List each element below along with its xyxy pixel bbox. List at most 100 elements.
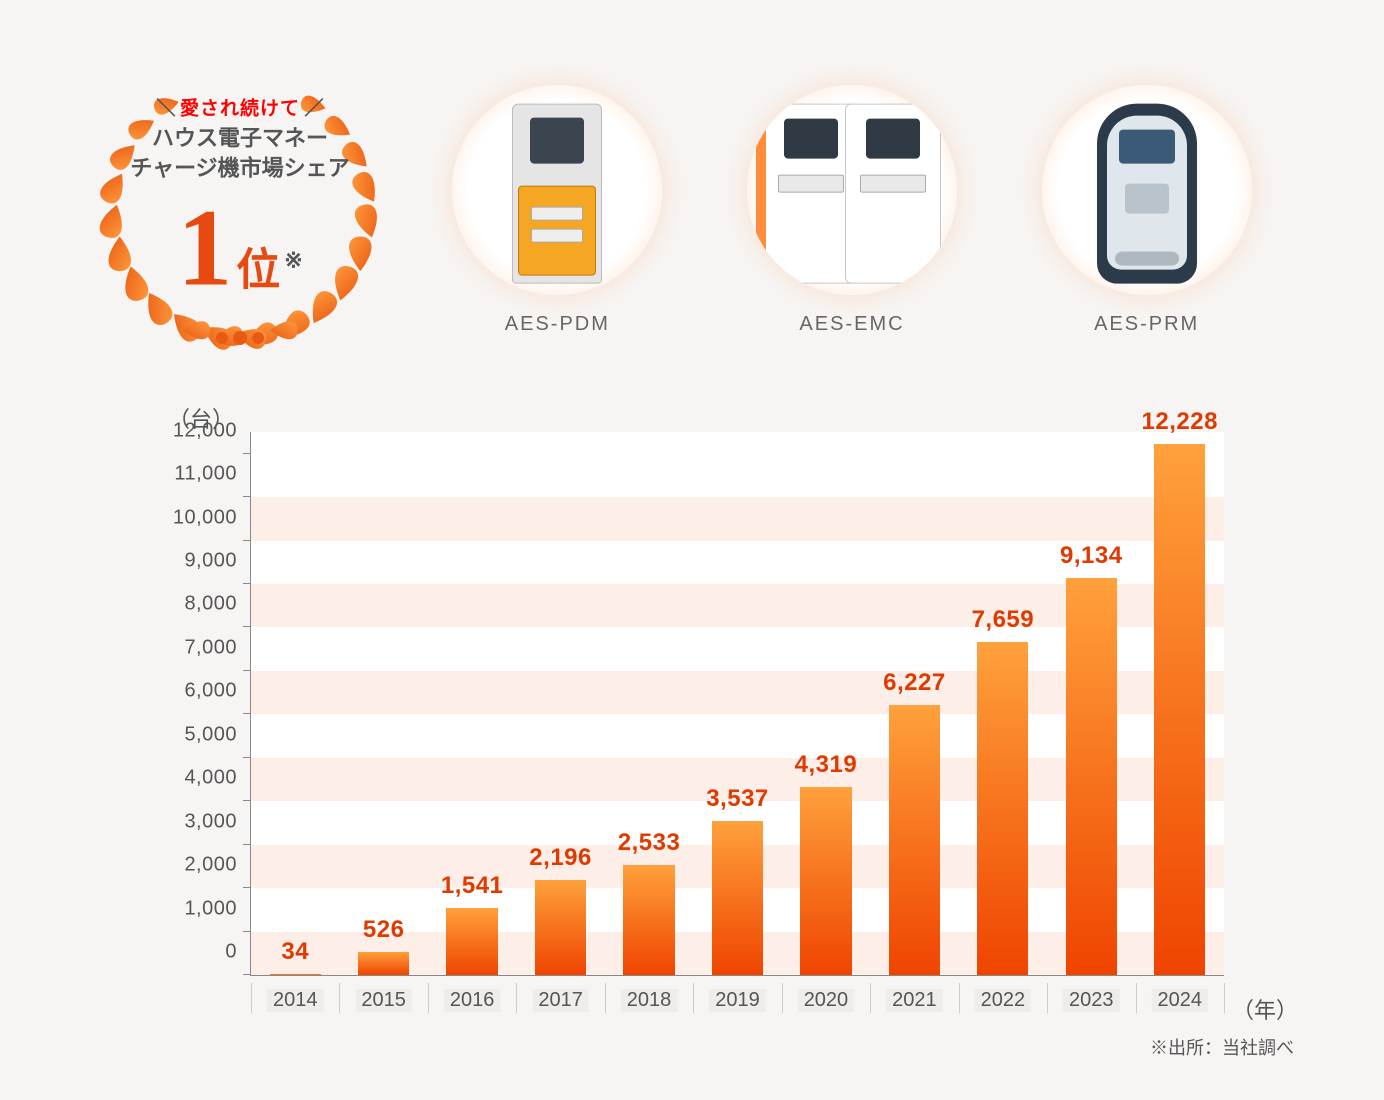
x-tick-separator [251, 983, 252, 1013]
bar-slot: 2,5332018 [605, 432, 693, 975]
x-tick-separator [1136, 983, 1137, 1013]
y-tick-mark [243, 713, 251, 714]
bar-slot: 3,5372019 [693, 432, 781, 975]
y-tick-label: 0 [225, 941, 237, 964]
x-tick-label: 2024 [1152, 989, 1209, 1012]
laurel-line1: ハウス電子マネー [130, 123, 349, 154]
x-tick-label: 2023 [1063, 989, 1120, 1012]
y-tick-label: 12,000 [173, 419, 237, 442]
bar-slot: 9,1342023 [1047, 432, 1135, 975]
laurel-eyebrow-row: ＼ 愛され続けて ／ [130, 97, 349, 124]
y-tick-label: 5,000 [184, 723, 237, 746]
x-tick-label: 2022 [975, 989, 1032, 1012]
rank-note-mark: ※ [284, 249, 302, 271]
y-tick-label: 8,000 [184, 593, 237, 616]
laurel-eyebrow: 愛され続けて [180, 99, 300, 120]
bar-value-label: 2,533 [618, 829, 681, 857]
y-tick-mark [243, 931, 251, 932]
rank1-laurel-badge: ＼ 愛され続けて ／ ハウス電子マネー チャージ機市場シェア 1 位 ※ [90, 60, 390, 360]
y-tick-label: 3,000 [184, 810, 237, 833]
rank-suffix: 位 [236, 249, 280, 293]
bar-value-label: 1,541 [441, 872, 504, 900]
kiosk-illustration-prm [1097, 103, 1197, 283]
product-label-pdm: AES-PDM [505, 313, 610, 336]
bar-value-label: 4,319 [795, 751, 858, 779]
x-tick-separator [782, 983, 783, 1013]
y-tick-mark [243, 453, 251, 454]
kiosk-illustration-pdm [512, 103, 602, 283]
bar-slot: 6,2272021 [870, 432, 958, 975]
rank-number: 1 [177, 193, 232, 303]
x-tick-separator [339, 983, 340, 1013]
product-label-emc: AES-EMC [799, 313, 904, 336]
x-tick-label: 2015 [355, 989, 412, 1012]
x-tick-separator [428, 983, 429, 1013]
bar-slot: 4,3192020 [782, 432, 870, 975]
x-tick-label: 2018 [621, 989, 678, 1012]
bar-chart: （台） （年） ※出所：当社調べ 34201452620151,54120162… [90, 400, 1294, 1030]
product-circle-emc [747, 85, 957, 295]
infographic-canvas: ＼ 愛され続けて ／ ハウス電子マネー チャージ機市場シェア 1 位 ※ AES… [0, 0, 1384, 1100]
bar-value-label: 12,228 [1142, 408, 1218, 436]
bar-slot: 5262015 [339, 432, 427, 975]
bar [712, 821, 763, 975]
y-tick-label: 6,000 [184, 680, 237, 703]
x-tick-label: 2020 [798, 989, 855, 1012]
y-tick-mark [243, 583, 251, 584]
bar [800, 787, 851, 975]
bars-container: 34201452620151,54120162,19620172,5332018… [251, 432, 1224, 975]
x-tick-label: 2021 [886, 989, 943, 1012]
x-tick-label: 2016 [444, 989, 501, 1012]
bar [270, 974, 321, 975]
x-tick-label: 2019 [709, 989, 766, 1012]
y-tick-mark [243, 496, 251, 497]
y-tick-label: 2,000 [184, 854, 237, 877]
eyebrow-slash-left: ＼ [157, 99, 176, 120]
kiosk-illustration-emc [767, 103, 937, 283]
y-tick-mark [243, 800, 251, 801]
product-pdm: AES-PDM [452, 85, 662, 336]
x-tick-separator [516, 983, 517, 1013]
bar [1066, 578, 1117, 975]
x-tick-separator [870, 983, 871, 1013]
y-tick-label: 7,000 [184, 636, 237, 659]
bar-slot: 2,1962017 [516, 432, 604, 975]
bar [535, 880, 586, 975]
product-circle-pdm [452, 85, 662, 295]
x-axis-unit-label: （年） [1232, 993, 1298, 1025]
y-tick-mark [243, 844, 251, 845]
x-tick-separator [959, 983, 960, 1013]
y-tick-label: 11,000 [174, 463, 237, 486]
laurel-line2: チャージ機市場シェア [130, 154, 349, 185]
bar [977, 642, 1028, 975]
bar-slot: 342014 [251, 432, 339, 975]
bar-slot: 1,5412016 [428, 432, 516, 975]
bar-value-label: 34 [281, 938, 309, 966]
chart-source-note: ※出所：当社調べ [1150, 1034, 1294, 1060]
y-tick-mark [243, 670, 251, 671]
product-label-prm: AES-PRM [1094, 313, 1199, 336]
x-tick-separator [1047, 983, 1048, 1013]
bar-value-label: 2,196 [529, 844, 592, 872]
plot-area: 34201452620151,54120162,19620172,5332018… [250, 432, 1224, 976]
product-prm: AES-PRM [1042, 85, 1252, 336]
y-tick-mark [243, 887, 251, 888]
x-tick-label: 2014 [267, 989, 324, 1012]
bar-value-label: 526 [363, 916, 405, 944]
x-tick-label: 2017 [532, 989, 589, 1012]
product-emc: AES-EMC [747, 85, 957, 336]
bar-value-label: 3,537 [706, 785, 769, 813]
x-tick-separator [1224, 983, 1225, 1013]
bar-value-label: 6,227 [883, 669, 946, 697]
product-row: AES-PDM AES-EMC AES-PRM [410, 60, 1294, 360]
y-tick-mark [243, 626, 251, 627]
y-tick-label: 10,000 [173, 506, 237, 529]
y-tick-label: 9,000 [184, 550, 237, 573]
bar-value-label: 9,134 [1060, 542, 1123, 570]
y-tick-mark [243, 540, 251, 541]
laurel-text-block: ＼ 愛され続けて ／ ハウス電子マネー チャージ機市場シェア 1 位 ※ [130, 97, 349, 303]
x-tick-separator [605, 983, 606, 1013]
y-tick-label: 1,000 [184, 897, 237, 920]
eyebrow-slash-right: ／ [304, 99, 323, 120]
y-tick-mark [243, 974, 251, 975]
